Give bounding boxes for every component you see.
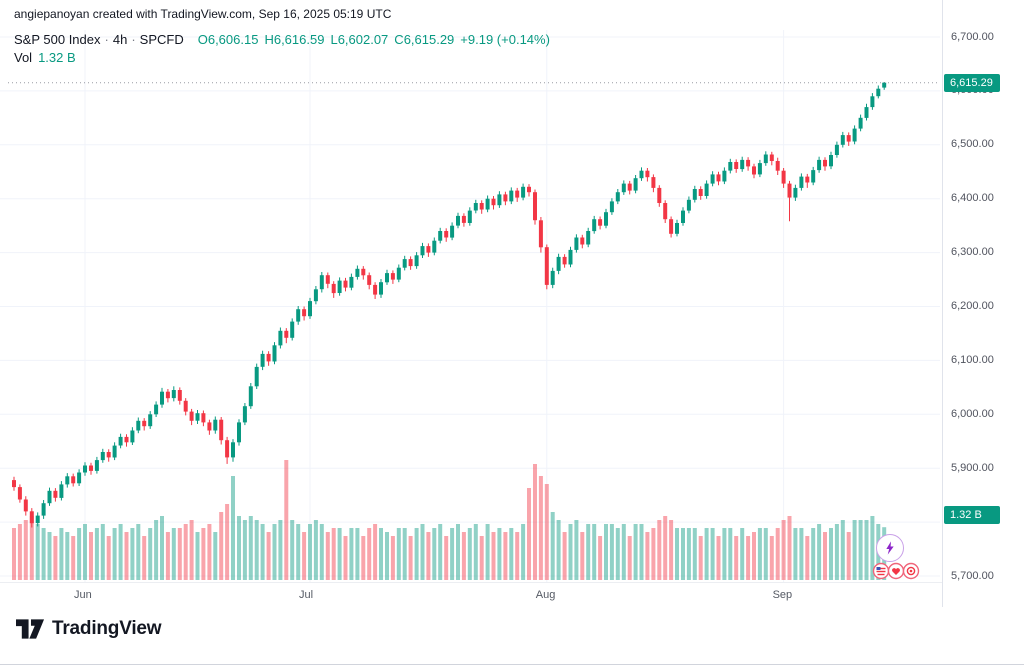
tradingview-logo[interactable]: TradingView	[16, 618, 162, 640]
legend-separator: ·	[104, 32, 109, 47]
open-value: O6,606.15	[197, 32, 259, 47]
high-value: H6,616.59	[264, 32, 325, 47]
price-tick-label: 6,200.00	[951, 300, 994, 312]
change-value: +9.19 (+0.14%)	[460, 32, 550, 47]
symbol-title[interactable]: S&P 500 Index	[14, 32, 101, 47]
reaction-avatars[interactable]	[872, 562, 920, 580]
volume-legend: Vol 1.32 B	[14, 50, 76, 65]
price-tick-label: 6,400.00	[951, 192, 994, 205]
ohlc-values: O6,606.15 H6,616.59 L6,602.07 C6,615.29 +9.1…	[192, 32, 550, 47]
tradingview-logo-icon	[16, 619, 45, 639]
close-value: C6,615.29	[394, 32, 455, 47]
symbol-legend: S&P 500 Index · 4h · SPCFD O6,606.15 H6,616.59…	[14, 32, 550, 47]
interval-label[interactable]: 4h	[112, 32, 128, 47]
price-tick-label: 5,900.00	[951, 461, 994, 474]
price-tick-label: 6,500.00	[951, 138, 994, 151]
exchange-label[interactable]: SPCFD	[139, 32, 184, 47]
legend-separator: ·	[131, 32, 136, 47]
price-tick-label: 6,000.00	[951, 407, 994, 420]
time-tick-label: Jul	[299, 589, 314, 601]
time-tick-label: Jun	[74, 589, 92, 601]
boost-button[interactable]	[876, 534, 904, 562]
attribution-text: angiepanoyan created with TradingView.co…	[14, 7, 392, 21]
price-axis[interactable]: 6,700.006,600.006,500.006,400.006,300.00…	[942, 0, 1024, 607]
time-axis[interactable]: Jun Jul Aug Sep	[0, 582, 942, 608]
brand-name: TradingView	[52, 618, 162, 639]
volume-label[interactable]: Vol	[14, 50, 33, 65]
time-tick-label: Aug	[535, 589, 556, 601]
price-tick-label: 5,700.00	[951, 569, 994, 582]
time-tick-label: Sep	[772, 589, 793, 601]
last-price-badge: 6,615.29	[944, 73, 1000, 92]
price-tick-label: 6,300.00	[951, 246, 994, 259]
lightning-icon	[882, 540, 898, 556]
price-tick-label: 6,700.00	[951, 30, 994, 43]
low-value: L6,602.07	[330, 32, 389, 47]
price-tick-label: 6,100.00	[951, 353, 994, 366]
volume-value: 1.32 B	[38, 50, 76, 65]
reaction-emoji-icons	[872, 562, 920, 580]
last-volume-badge: 1.32 B	[944, 506, 1000, 524]
